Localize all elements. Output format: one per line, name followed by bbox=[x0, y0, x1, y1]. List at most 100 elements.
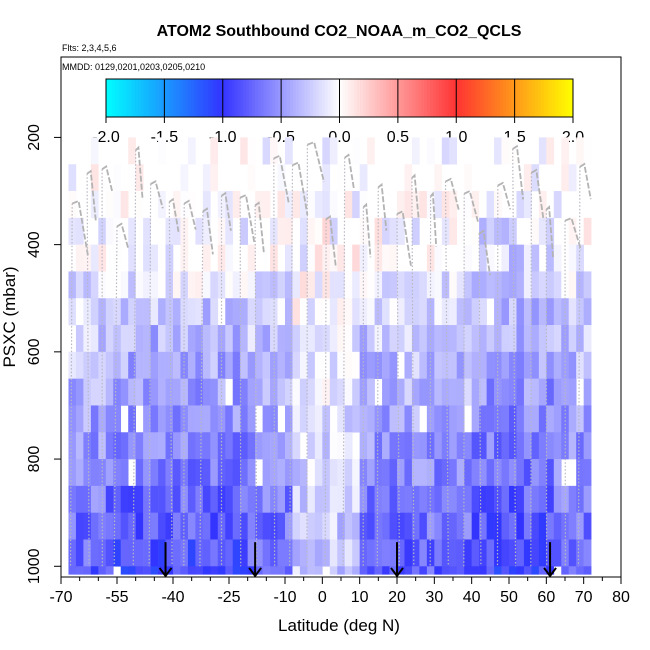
heatmap-cell bbox=[329, 539, 338, 567]
heatmap-cell bbox=[202, 325, 211, 353]
heatmap-cell bbox=[68, 432, 77, 460]
heatmap-cell bbox=[299, 512, 308, 540]
heatmap-cell bbox=[546, 485, 555, 513]
heatmap-cell bbox=[479, 539, 487, 567]
flight-segment bbox=[220, 191, 232, 231]
profile-track bbox=[512, 148, 517, 567]
heatmap-cell bbox=[270, 244, 278, 272]
colorbar-swatch bbox=[132, 79, 136, 117]
heatmap-cell bbox=[389, 217, 398, 245]
heatmap-cell bbox=[553, 271, 562, 299]
heatmap-cell bbox=[479, 512, 487, 540]
colorbar-swatch bbox=[397, 79, 402, 117]
heatmap-cell bbox=[68, 566, 77, 575]
heatmap-cell bbox=[135, 351, 144, 379]
heatmap-cell bbox=[494, 137, 502, 165]
heatmap-cell bbox=[83, 512, 92, 540]
heatmap-cell bbox=[359, 191, 368, 219]
heatmap-cell bbox=[314, 217, 323, 245]
heatmap-cell bbox=[90, 191, 99, 219]
heatmap-cell bbox=[486, 351, 495, 379]
heatmap-cell bbox=[329, 137, 338, 165]
colorbar-swatch bbox=[389, 79, 393, 117]
heatmap-cell bbox=[367, 298, 375, 326]
heatmap-cell bbox=[546, 432, 555, 460]
heatmap-cell bbox=[240, 405, 248, 433]
heatmap-cell bbox=[531, 459, 540, 487]
heatmap-cell bbox=[232, 351, 241, 379]
heatmap-cell bbox=[531, 164, 540, 192]
heatmap-cell bbox=[352, 271, 360, 299]
heatmap-cell bbox=[404, 191, 413, 219]
y-tick-label: 400 bbox=[26, 231, 43, 258]
heatmap-cell bbox=[322, 485, 331, 513]
heatmap-cell bbox=[434, 325, 443, 353]
heatmap-cell bbox=[419, 432, 428, 460]
flight-segment bbox=[512, 144, 524, 200]
heatmap-cell bbox=[173, 432, 181, 460]
heatmap-cell bbox=[449, 566, 458, 575]
heatmap-cell bbox=[538, 271, 547, 299]
latitude-arrowhead bbox=[248, 567, 262, 578]
heatmap-cell bbox=[247, 485, 256, 513]
heatmap-cell bbox=[247, 298, 256, 326]
heatmap-cell bbox=[307, 539, 316, 567]
heatmap-cell bbox=[449, 512, 458, 540]
heatmap-cell bbox=[344, 298, 353, 326]
heatmap-cell bbox=[202, 351, 211, 379]
heatmap-cell bbox=[150, 378, 159, 406]
heatmap-cell bbox=[434, 566, 443, 575]
heatmap-cell bbox=[538, 298, 547, 326]
heatmap-cell bbox=[217, 244, 226, 272]
heatmap-cell bbox=[173, 271, 181, 299]
heatmap-cell bbox=[180, 378, 189, 406]
colorbar-swatch bbox=[540, 79, 545, 117]
heatmap-cell bbox=[509, 485, 517, 513]
profile-track bbox=[530, 172, 533, 567]
heatmap-cell bbox=[501, 351, 510, 379]
heatmap-cell bbox=[501, 298, 510, 326]
heatmap-cell bbox=[187, 325, 196, 353]
heatmap-cell bbox=[516, 512, 525, 540]
heatmap-cell bbox=[337, 325, 346, 353]
heatmap-cell bbox=[329, 512, 338, 540]
heatmap-cell bbox=[120, 378, 129, 406]
colorbar-swatch bbox=[435, 79, 440, 117]
heatmap-cell bbox=[113, 191, 122, 219]
heatmap-cell bbox=[509, 566, 517, 575]
heatmap-cell bbox=[292, 405, 301, 433]
heatmap-cell bbox=[90, 137, 99, 165]
colorbar-swatch bbox=[567, 79, 571, 117]
colorbar-swatch bbox=[447, 79, 451, 117]
heatmap-cell bbox=[516, 459, 525, 487]
heatmap-cell bbox=[464, 325, 472, 353]
heatmap-cell bbox=[404, 378, 413, 406]
heatmap-cell bbox=[404, 566, 413, 575]
heatmap-cell bbox=[247, 512, 256, 540]
flight-segment bbox=[183, 199, 197, 230]
heatmap-cell bbox=[382, 378, 390, 406]
x-axis-title: Latitude (deg N) bbox=[278, 616, 400, 635]
colorbar-swatch bbox=[225, 79, 229, 117]
heatmap-cell bbox=[501, 271, 510, 299]
heatmap-cell bbox=[441, 485, 450, 513]
heatmap-cell bbox=[441, 566, 450, 575]
heatmap-cell bbox=[576, 271, 584, 299]
heatmap-cell bbox=[128, 325, 136, 353]
colorbar-swatch bbox=[348, 79, 352, 117]
colorbar-swatch bbox=[511, 79, 516, 117]
heatmap-cell bbox=[397, 191, 405, 219]
heatmap-cell bbox=[113, 325, 122, 353]
heatmap-cell bbox=[337, 405, 346, 433]
profile-track bbox=[273, 158, 276, 567]
flight-segment bbox=[292, 161, 309, 216]
heatmap-cell bbox=[509, 539, 517, 567]
heatmap-cell bbox=[538, 137, 547, 165]
heatmap-cell bbox=[449, 351, 458, 379]
colorbar-swatch bbox=[497, 79, 501, 117]
latitude-arrowhead bbox=[543, 567, 557, 578]
heatmap-cell bbox=[501, 512, 510, 540]
heatmap-cell bbox=[538, 512, 547, 540]
heatmap-cell bbox=[344, 405, 353, 433]
heatmap-cell bbox=[576, 325, 584, 353]
